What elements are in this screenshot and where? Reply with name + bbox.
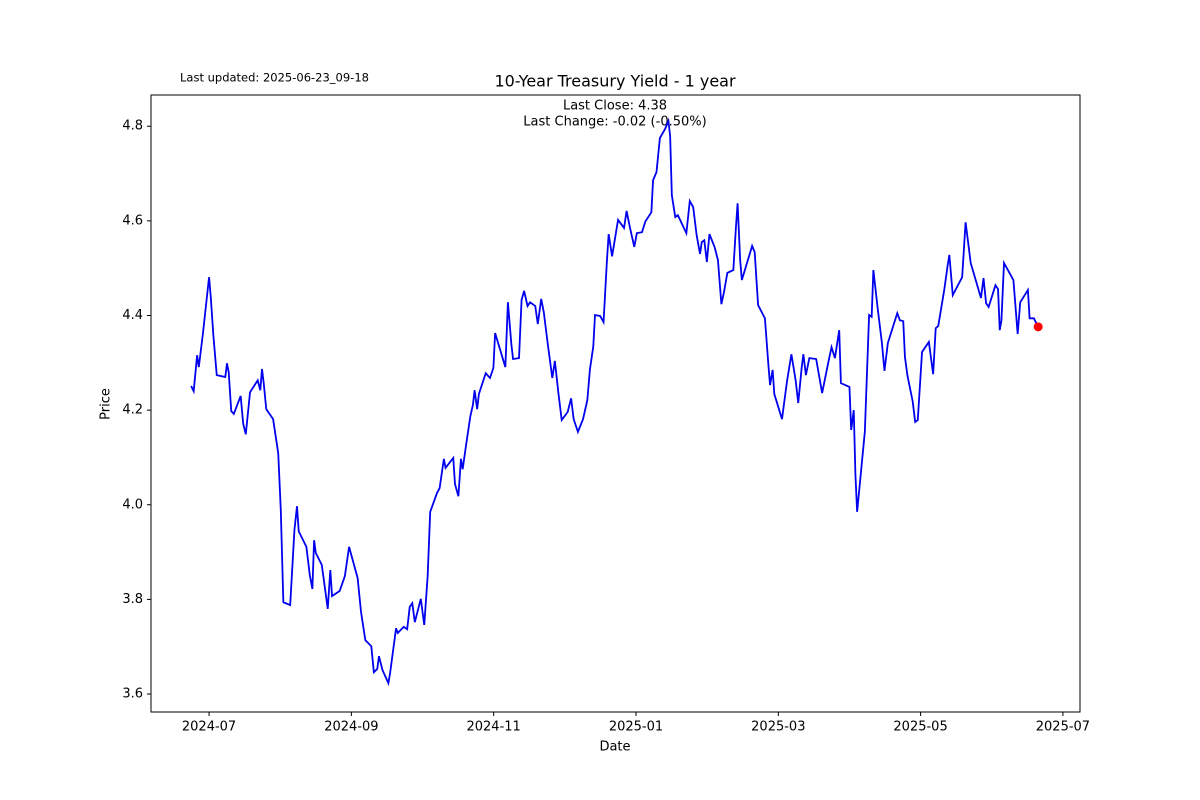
updated-note: Last updated: 2025-06-23_09-18 (180, 71, 369, 85)
chart-title: 10-Year Treasury Yield - 1 year (494, 72, 736, 91)
y-tick-label: 4.4 (122, 308, 143, 323)
y-tick-label: 4.8 (122, 119, 143, 134)
x-tick-label: 2024-07 (182, 720, 236, 735)
annotation: Last Change: -0.02 (-0.50%) (523, 115, 706, 130)
x-tick-label: 2024-09 (324, 720, 378, 735)
y-axis-label: Price (99, 388, 114, 420)
x-tick-label: 2025-03 (751, 720, 805, 735)
line-series (190, 117, 1039, 687)
x-tick-label: 2025-01 (609, 720, 663, 735)
y-tick-label: 4.0 (122, 497, 143, 512)
plot-frame (150, 94, 1081, 713)
annotation: Last Close: 4.38 (563, 99, 667, 114)
x-tick-label: 2024-11 (466, 720, 520, 735)
x-tick-label: 2025-05 (893, 720, 947, 735)
x-axis-label: Date (599, 740, 630, 755)
y-tick-label: 3.6 (122, 687, 143, 702)
y-tick-label: 4.6 (122, 213, 143, 228)
y-tick-label: 3.8 (122, 592, 143, 607)
y-tick-label: 4.2 (122, 403, 143, 418)
x-tick-label: 2025-07 (1036, 720, 1090, 735)
last-point (1033, 322, 1043, 332)
